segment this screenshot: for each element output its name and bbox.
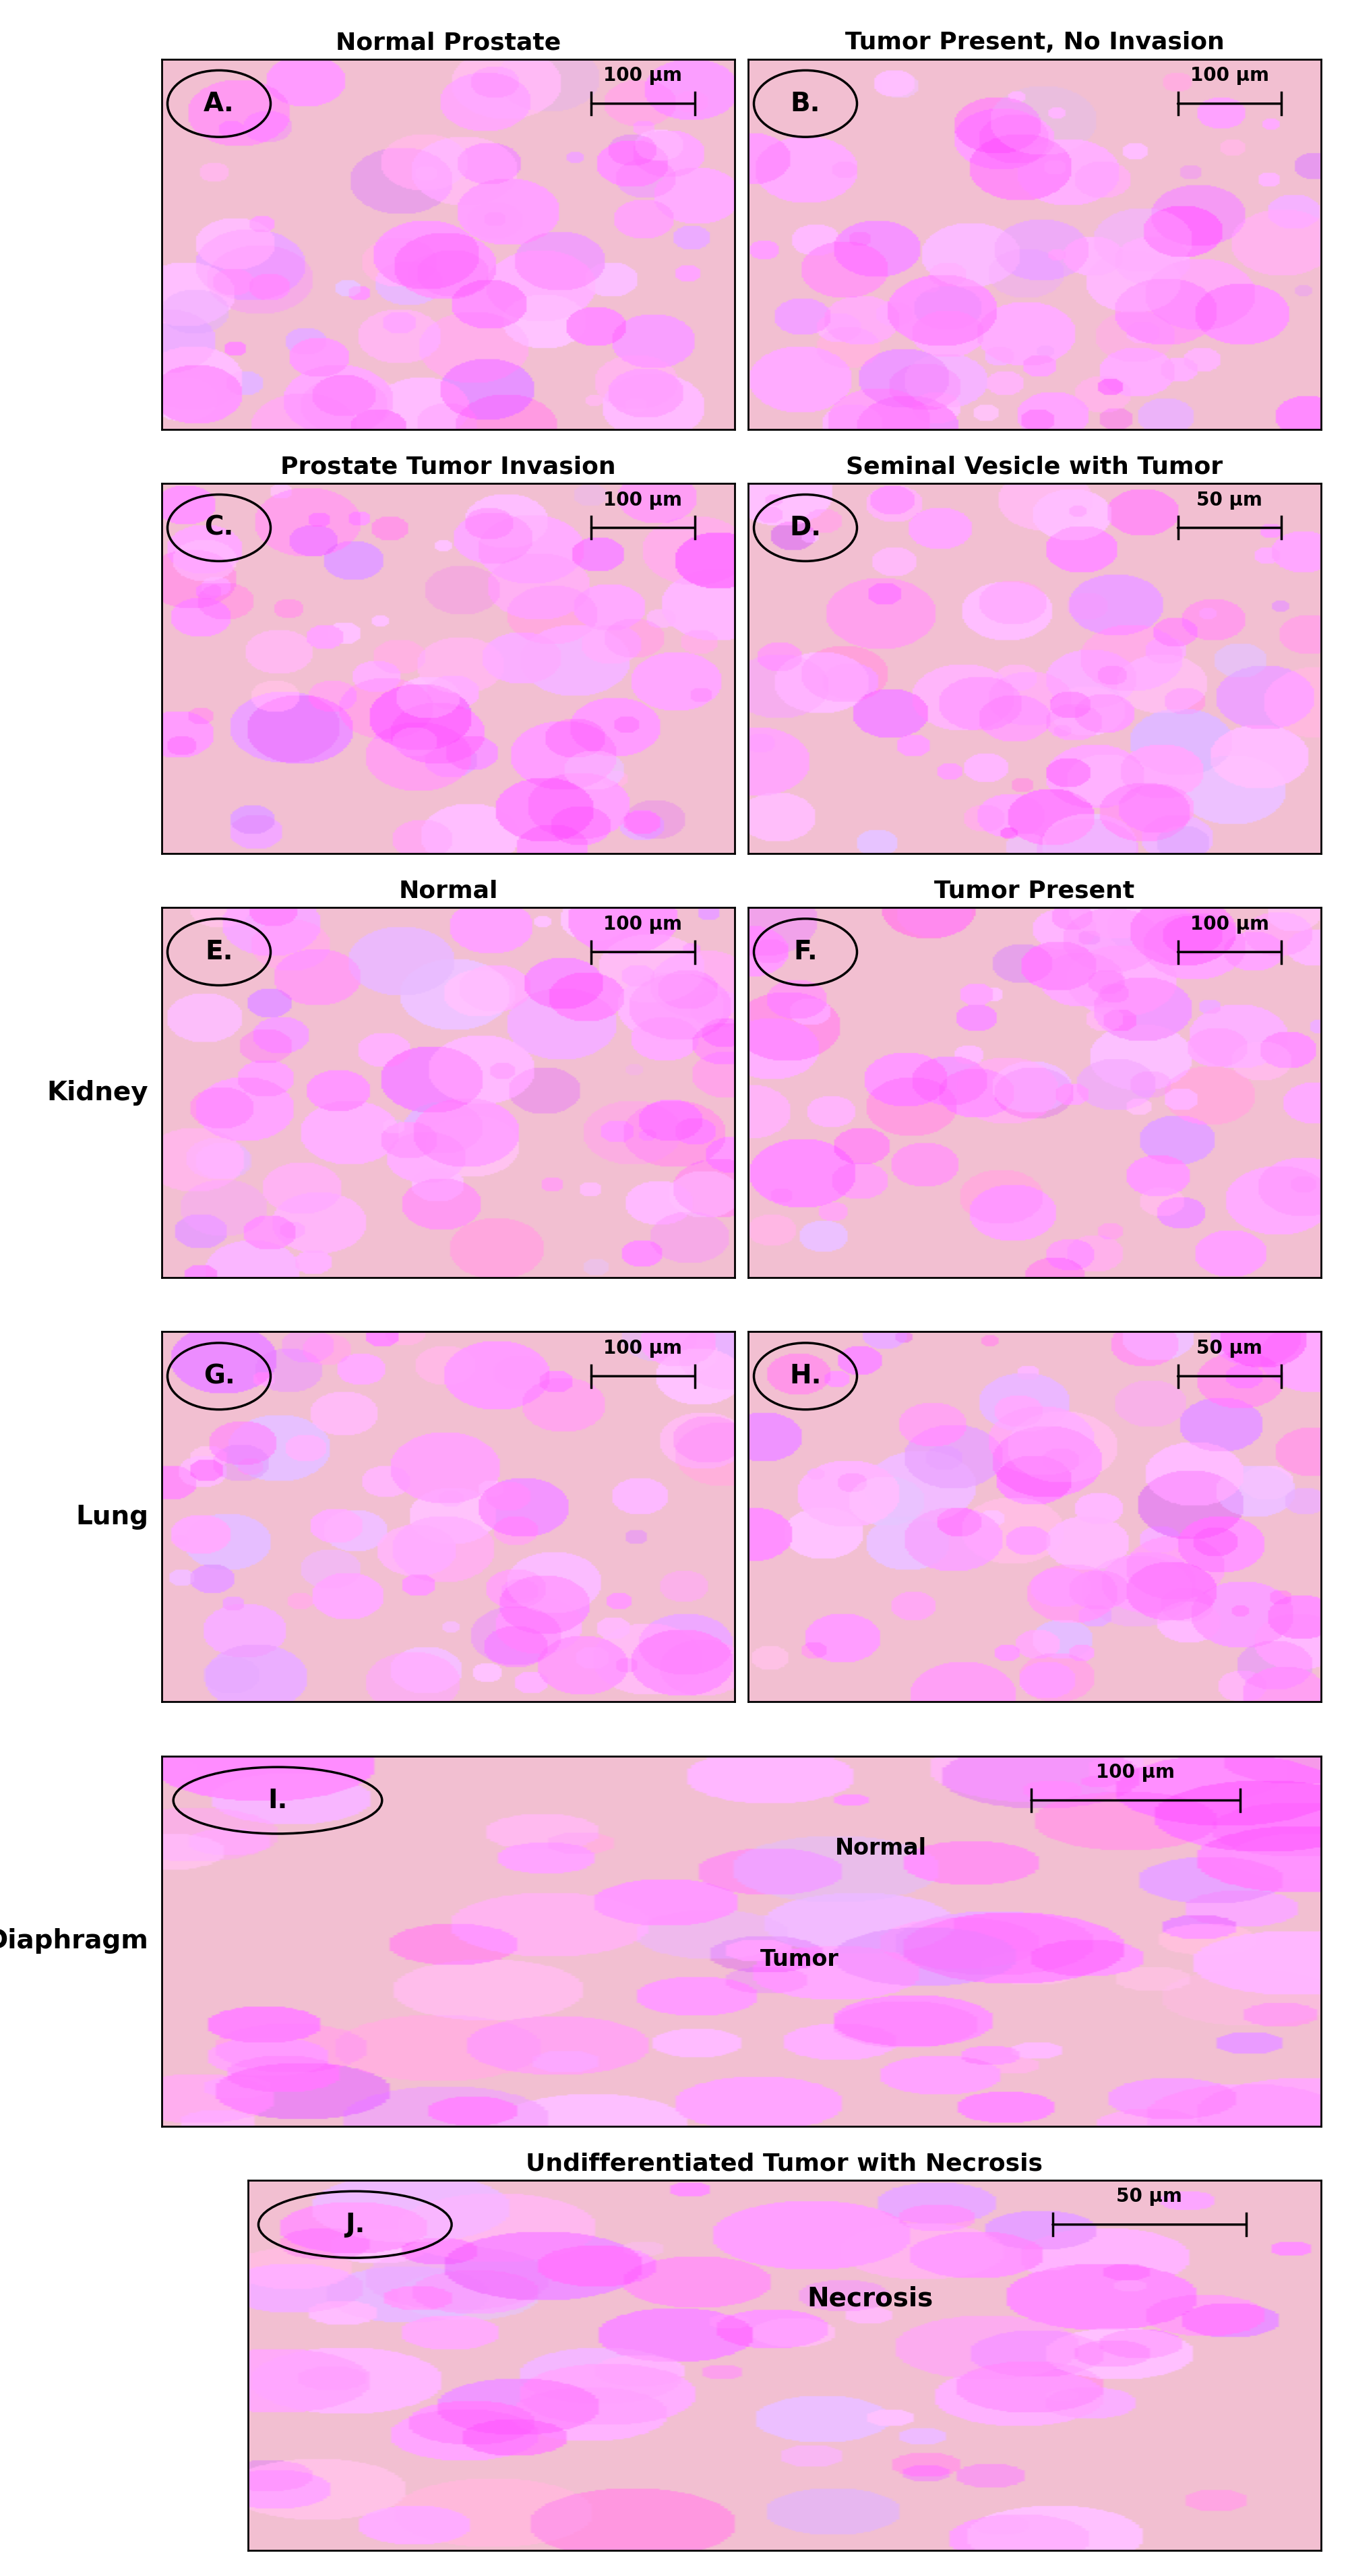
Text: 100 μm: 100 μm	[1096, 1762, 1175, 1783]
Text: 100 μm: 100 μm	[604, 1340, 682, 1358]
Text: 100 μm: 100 μm	[1190, 914, 1268, 933]
Text: F.: F.	[794, 940, 817, 966]
Text: 50 μm: 50 μm	[1116, 2187, 1182, 2205]
Text: Tumor: Tumor	[760, 1947, 838, 1971]
Text: B.: B.	[790, 90, 821, 116]
Text: 100 μm: 100 μm	[604, 67, 682, 85]
Text: D.: D.	[790, 515, 821, 541]
Text: H.: H.	[790, 1363, 821, 1388]
Text: 100 μm: 100 μm	[604, 489, 682, 510]
Text: A.: A.	[204, 90, 235, 116]
Text: Lung: Lung	[75, 1504, 148, 1530]
Text: E.: E.	[205, 940, 233, 966]
Text: C.: C.	[205, 515, 233, 541]
Text: Tumor Present: Tumor Present	[934, 878, 1135, 902]
Text: Diaphragm: Diaphragm	[0, 1929, 148, 1953]
Text: Kidney: Kidney	[47, 1079, 148, 1105]
Text: 50 μm: 50 μm	[1197, 489, 1262, 510]
Text: Prostate Tumor Invasion: Prostate Tumor Invasion	[280, 456, 616, 479]
Text: Tumor Present, No Invasion: Tumor Present, No Invasion	[845, 31, 1224, 54]
Text: J.: J.	[345, 2213, 365, 2239]
Text: Necrosis: Necrosis	[807, 2285, 933, 2311]
Text: Normal Prostate: Normal Prostate	[336, 31, 561, 54]
Text: I.: I.	[268, 1788, 287, 1814]
Text: Seminal Vesicle with Tumor: Seminal Vesicle with Tumor	[847, 456, 1223, 479]
Text: Undifferentiated Tumor with Necrosis: Undifferentiated Tumor with Necrosis	[526, 2151, 1043, 2174]
Text: 50 μm: 50 μm	[1197, 1340, 1262, 1358]
Text: G.: G.	[204, 1363, 235, 1388]
Text: Normal: Normal	[834, 1837, 926, 1860]
Text: Normal: Normal	[399, 878, 497, 902]
Text: 100 μm: 100 μm	[1190, 67, 1268, 85]
Text: 100 μm: 100 μm	[604, 914, 682, 933]
